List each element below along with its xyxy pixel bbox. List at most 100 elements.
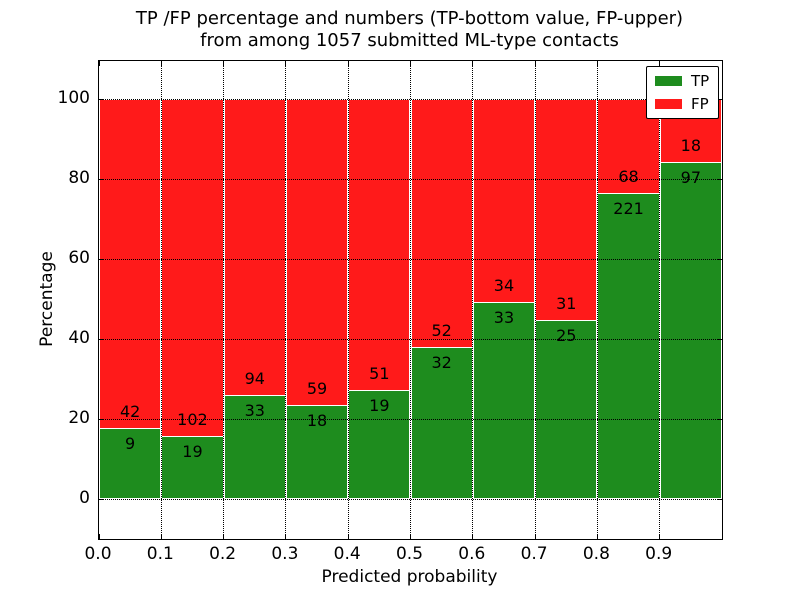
- y-tick-mark: [99, 418, 104, 420]
- fp-count-label: 18: [680, 135, 702, 155]
- x-tick-mark-top: [98, 61, 100, 66]
- tp-count-label: 32: [431, 352, 452, 372]
- y-tick-label: 60: [68, 248, 90, 268]
- fp-count-label: 31: [556, 294, 577, 314]
- gridline-vertical: [659, 61, 661, 539]
- x-tick-mark-top: [285, 61, 287, 66]
- y-tick-mark-right: [717, 178, 722, 180]
- chart-title-line2: from among 1057 submitted ML-type contac…: [200, 30, 619, 51]
- gridline-vertical: [160, 61, 162, 539]
- bar-segment-tp: [348, 390, 411, 499]
- x-tick-mark-top: [534, 61, 536, 66]
- tp-count-label: 25: [556, 326, 577, 346]
- y-tick-mark-right: [717, 418, 722, 420]
- bar-segment-tp: [659, 161, 722, 499]
- y-tick-label: 40: [68, 328, 90, 348]
- bar-segment-tp: [410, 346, 473, 499]
- bar-segment-tp: [99, 428, 162, 499]
- x-tick-mark: [98, 534, 100, 539]
- y-tick-label: 80: [68, 168, 90, 188]
- bar-segment-fp: [99, 99, 162, 429]
- fp-count-label: 68: [618, 167, 639, 187]
- bar-segment-fp: [472, 99, 536, 302]
- bar-segment-tp: [285, 405, 349, 499]
- bar-segment-tp: [472, 301, 536, 499]
- x-tick-label: 0.9: [645, 544, 673, 564]
- x-tick-mark-top: [347, 61, 349, 66]
- x-tick-label: 0.0: [84, 544, 112, 564]
- gridline-vertical: [410, 61, 411, 539]
- bar-segment-fp: [535, 99, 598, 321]
- x-tick-mark: [160, 534, 162, 539]
- fp-count-label: 42: [119, 402, 141, 422]
- x-tick-mark: [285, 534, 287, 539]
- tp-count-label: 97: [680, 167, 702, 187]
- bar-segment-tp: [223, 395, 286, 499]
- x-tick-mark: [347, 534, 349, 539]
- legend-label-tp: TP: [691, 72, 710, 90]
- x-tick-mark: [659, 534, 661, 539]
- gridline-vertical: [596, 61, 598, 539]
- x-tick-label: 0.1: [146, 544, 174, 564]
- legend: TP FP: [646, 66, 720, 119]
- x-tick-mark-top: [596, 61, 598, 66]
- x-axis-label: Predicted probability: [321, 567, 498, 587]
- y-tick-label: 0: [79, 488, 90, 508]
- y-tick-mark-right: [717, 498, 722, 500]
- tp-count-label: 19: [369, 396, 390, 416]
- x-tick-mark-top: [472, 61, 474, 66]
- plot-area: 42 9 102 19 94 33 59 18 51 19 52 32 34 33 31 25 68 221 18 9…: [98, 60, 723, 540]
- tp-count-label: 18: [306, 411, 328, 431]
- y-tick-mark: [99, 498, 104, 500]
- fp-count-label: 51: [369, 364, 390, 384]
- y-tick-label: 20: [68, 408, 90, 428]
- fp-count-label: 34: [493, 275, 515, 295]
- legend-item-tp: TP: [655, 73, 709, 89]
- x-tick-label: 0.3: [271, 544, 299, 564]
- x-tick-mark: [410, 534, 411, 539]
- gridline-vertical: [534, 61, 536, 539]
- y-tick-mark: [99, 338, 104, 340]
- y-tick-mark-right: [717, 258, 722, 260]
- y-tick-mark: [99, 178, 104, 180]
- tp-count-label: 19: [182, 442, 203, 462]
- bar-segment-tp: [535, 320, 598, 499]
- x-tick-mark: [534, 534, 536, 539]
- x-tick-mark-top: [160, 61, 162, 66]
- x-tick-mark-top: [410, 61, 411, 66]
- bar-segment-tp: [597, 193, 660, 499]
- fp-count-label: 52: [431, 320, 452, 340]
- y-tick-mark: [99, 98, 104, 100]
- fp-count-label: 102: [177, 410, 208, 430]
- fp-count-label: 59: [306, 379, 328, 399]
- legend-item-fp: FP: [655, 96, 709, 112]
- y-tick-mark-right: [717, 338, 722, 340]
- legend-label-fp: FP: [691, 95, 709, 113]
- y-tick-mark-right: [717, 98, 722, 100]
- bar-segment-fp: [285, 99, 349, 406]
- x-tick-label: 0.4: [333, 544, 361, 564]
- x-tick-mark-top: [223, 61, 225, 66]
- x-tick-mark: [472, 534, 474, 539]
- fp-count-label: 94: [244, 369, 265, 389]
- x-tick-label: 0.6: [458, 544, 486, 564]
- x-tick-mark-top: [659, 61, 661, 66]
- tp-count-label: 33: [493, 307, 515, 327]
- x-tick-label: 0.5: [395, 544, 424, 564]
- bar-segment-fp: [348, 99, 411, 391]
- x-tick-label: 0.7: [520, 544, 548, 564]
- gridline-vertical: [347, 61, 349, 539]
- gridline-vertical: [285, 61, 287, 539]
- legend-swatch-tp: [655, 76, 682, 86]
- chart-title-line1: TP /FP percentage and numbers (TP-bottom…: [135, 8, 684, 29]
- y-tick-label: 100: [57, 88, 90, 108]
- x-tick-mark: [223, 534, 225, 539]
- bar-segment-fp: [161, 99, 224, 437]
- tp-count-label: 221: [613, 199, 644, 219]
- x-tick-mark: [596, 534, 598, 539]
- y-tick-mark: [99, 258, 104, 260]
- x-tick-label: 0.2: [209, 544, 237, 564]
- gridline-vertical: [472, 61, 474, 539]
- x-tick-label: 0.8: [582, 544, 610, 564]
